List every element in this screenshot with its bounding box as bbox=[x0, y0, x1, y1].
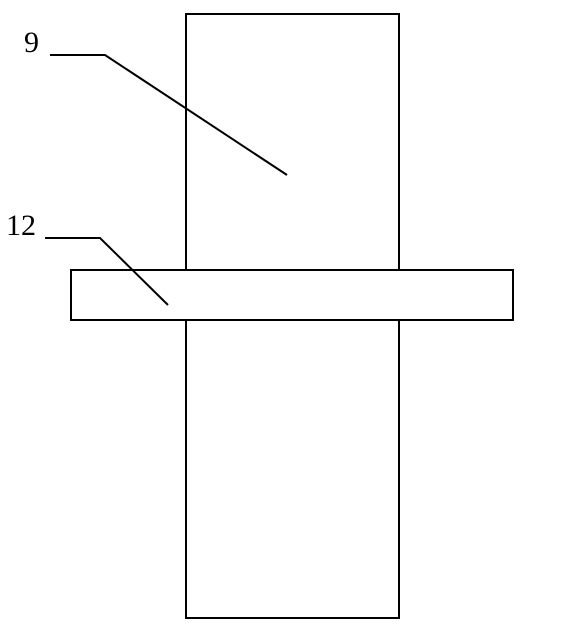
technical-diagram: 9 12 bbox=[0, 0, 577, 638]
horizontal-bar bbox=[71, 270, 513, 320]
label-12: 12 bbox=[6, 209, 36, 242]
label-9: 9 bbox=[24, 26, 39, 59]
